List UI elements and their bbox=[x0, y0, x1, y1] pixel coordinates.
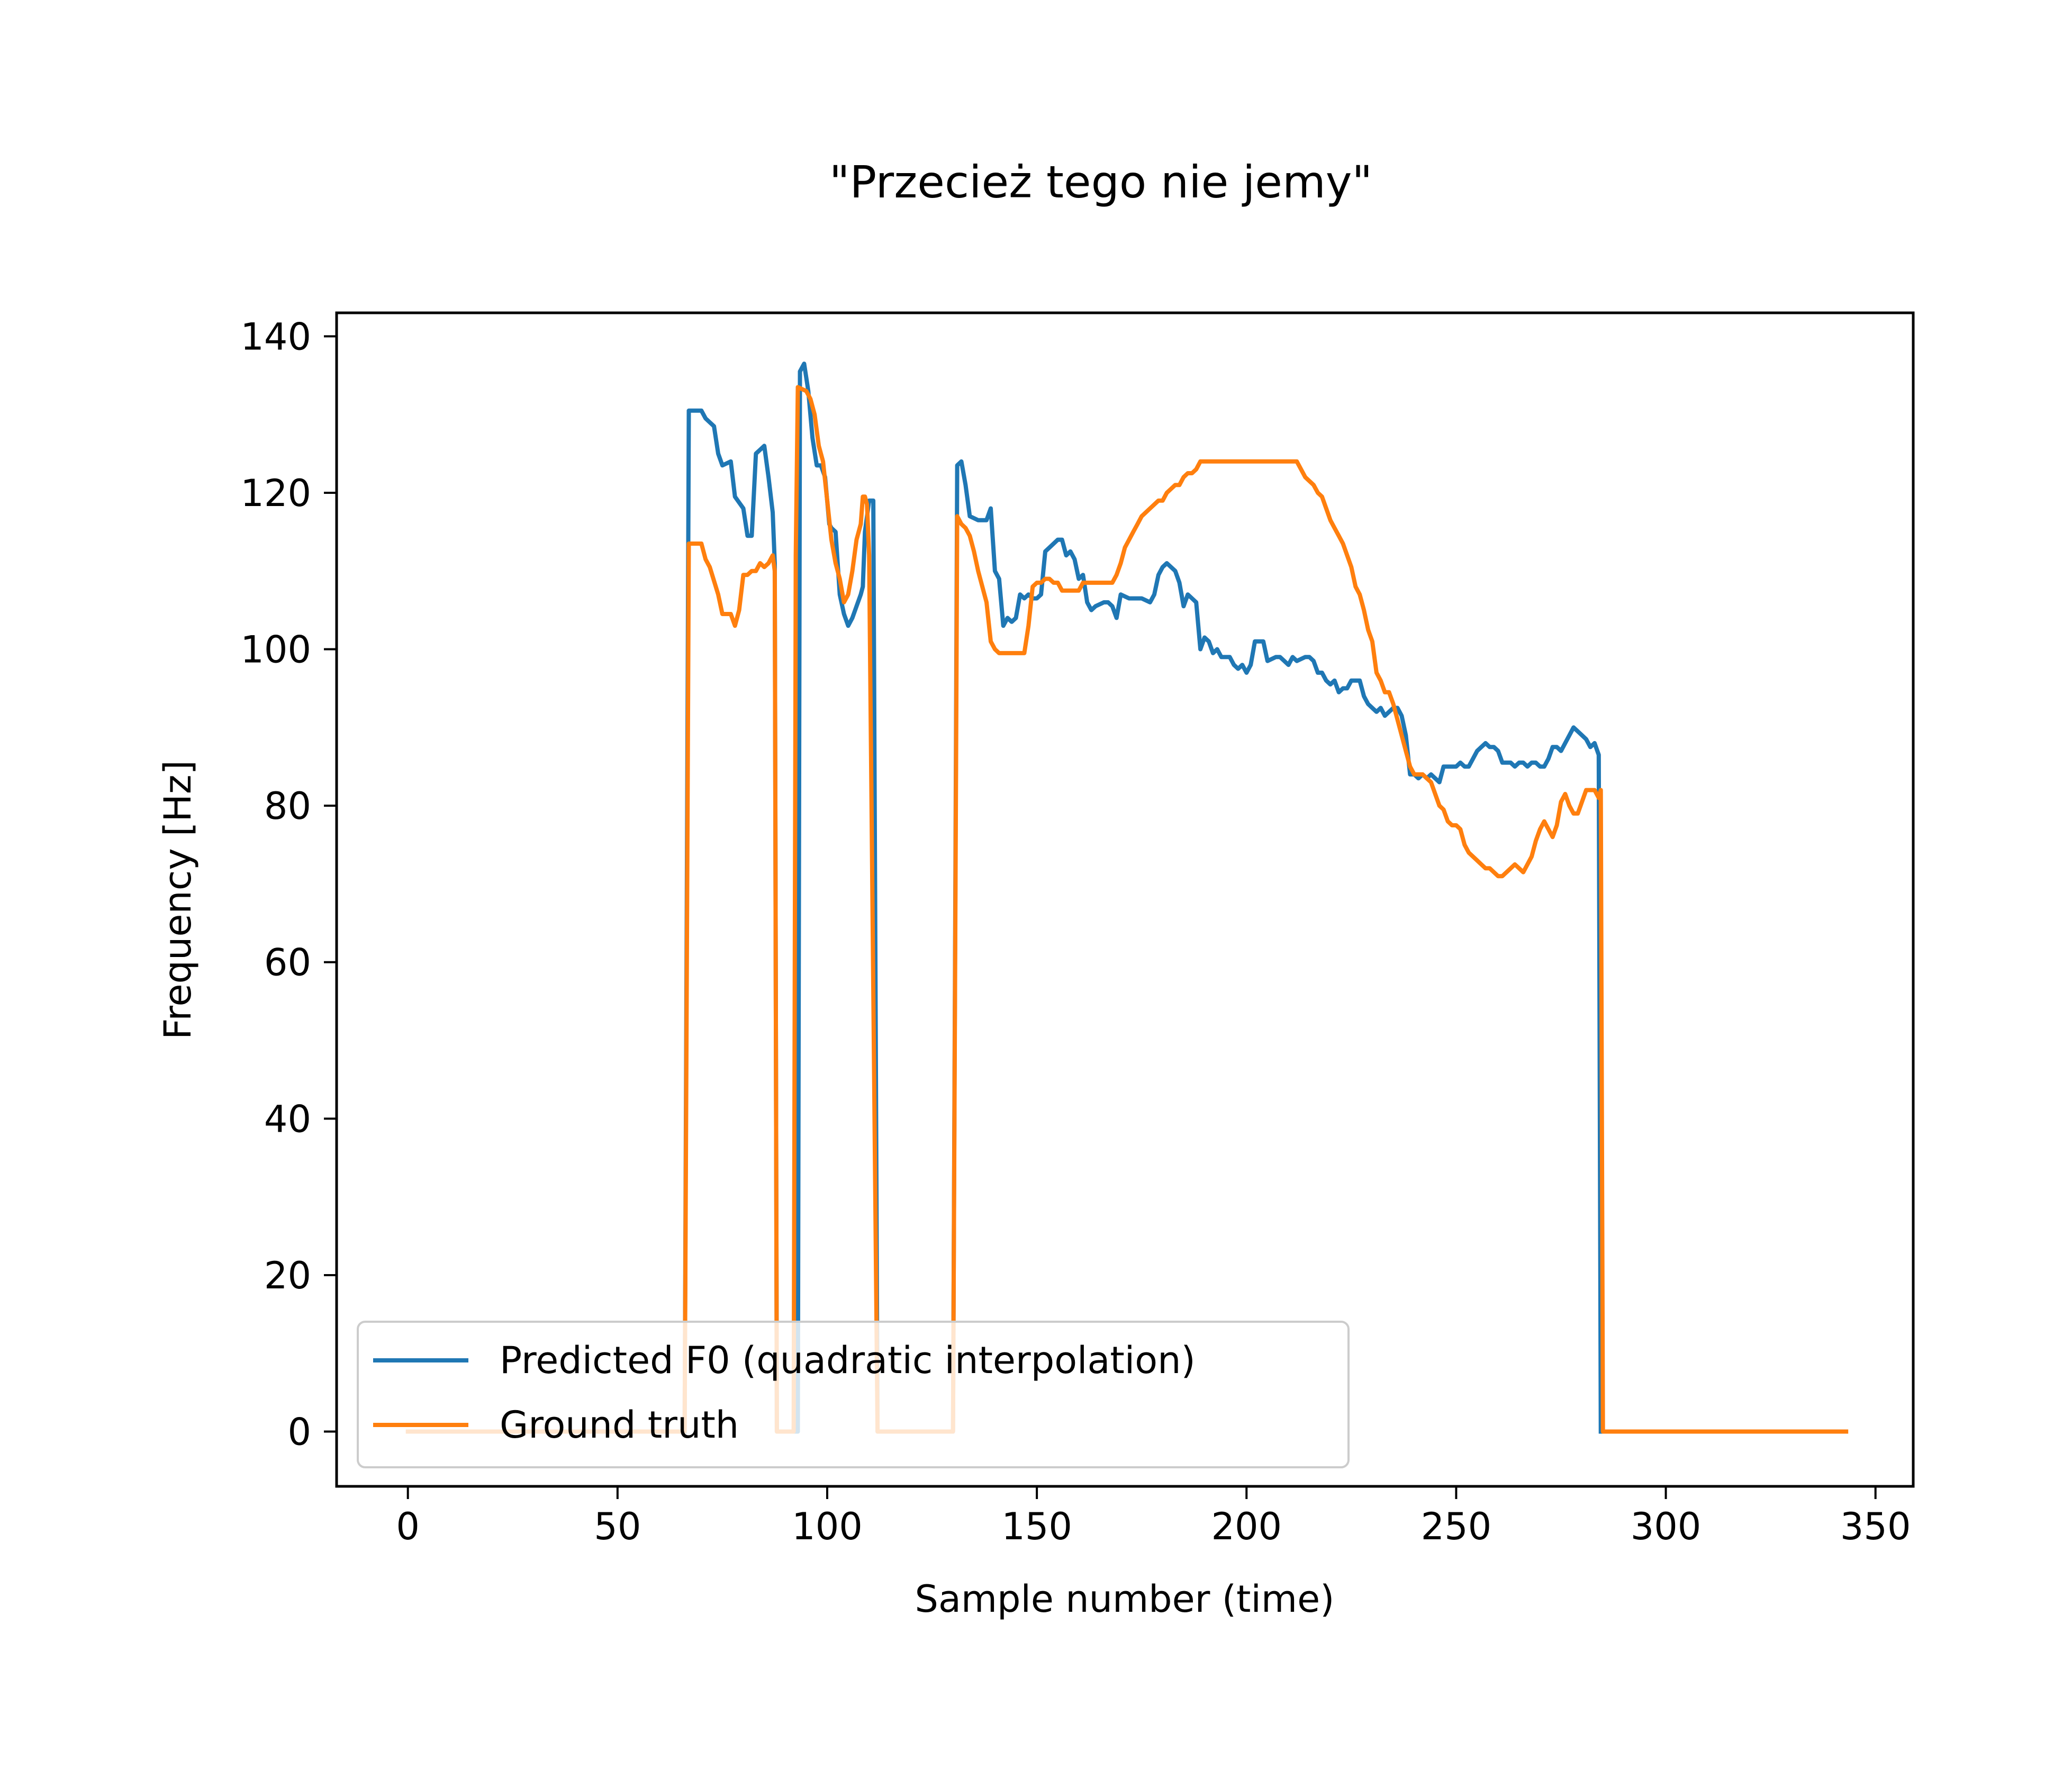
legend: Predicted F0 (quadratic interpolation) G… bbox=[357, 1321, 1350, 1468]
x-tick-label: 200 bbox=[1211, 1505, 1282, 1548]
legend-label-ground-truth: Ground truth bbox=[500, 1403, 739, 1447]
y-tick-label: 100 bbox=[240, 628, 311, 672]
plot-frame bbox=[335, 311, 1915, 1488]
x-tick-label: 300 bbox=[1631, 1505, 1702, 1548]
y-tick-label: 40 bbox=[264, 1097, 311, 1141]
x-tick-label: 0 bbox=[396, 1505, 420, 1548]
x-tick-label: 100 bbox=[792, 1505, 863, 1548]
y-tick-label: 80 bbox=[264, 784, 311, 828]
x-axis: 0 50 100 150 200 250 300 350 bbox=[396, 1486, 1911, 1548]
y-axis-title: Frequency [Hz] bbox=[156, 760, 200, 1040]
plot-background bbox=[337, 313, 1913, 1486]
y-tick-label: 60 bbox=[264, 941, 311, 985]
series-line-predicted bbox=[682, 362, 1603, 1434]
legend-label-predicted: Predicted F0 (quadratic interpolation) bbox=[500, 1339, 1196, 1382]
x-tick-label: 350 bbox=[1840, 1505, 1911, 1548]
legend-box bbox=[357, 1321, 1350, 1468]
y-tick-label: 20 bbox=[264, 1254, 311, 1297]
y-tick-label: 140 bbox=[240, 315, 311, 358]
x-tick-label: 50 bbox=[594, 1505, 641, 1548]
x-tick-label: 150 bbox=[1001, 1505, 1072, 1548]
x-tick-label: 250 bbox=[1421, 1505, 1492, 1548]
y-tick-label: 120 bbox=[240, 472, 311, 515]
series-line-ground-truth bbox=[405, 385, 1849, 1434]
y-tick-label: 0 bbox=[287, 1411, 311, 1454]
series-layer bbox=[405, 362, 1849, 1434]
plot-area bbox=[335, 311, 1915, 1488]
chart-title: "Przecież tego nie jemy" bbox=[829, 156, 1372, 208]
y-axis: 0 20 40 60 80 100 120 140 bbox=[240, 315, 337, 1454]
x-axis-title: Sample number (time) bbox=[915, 1577, 1335, 1621]
